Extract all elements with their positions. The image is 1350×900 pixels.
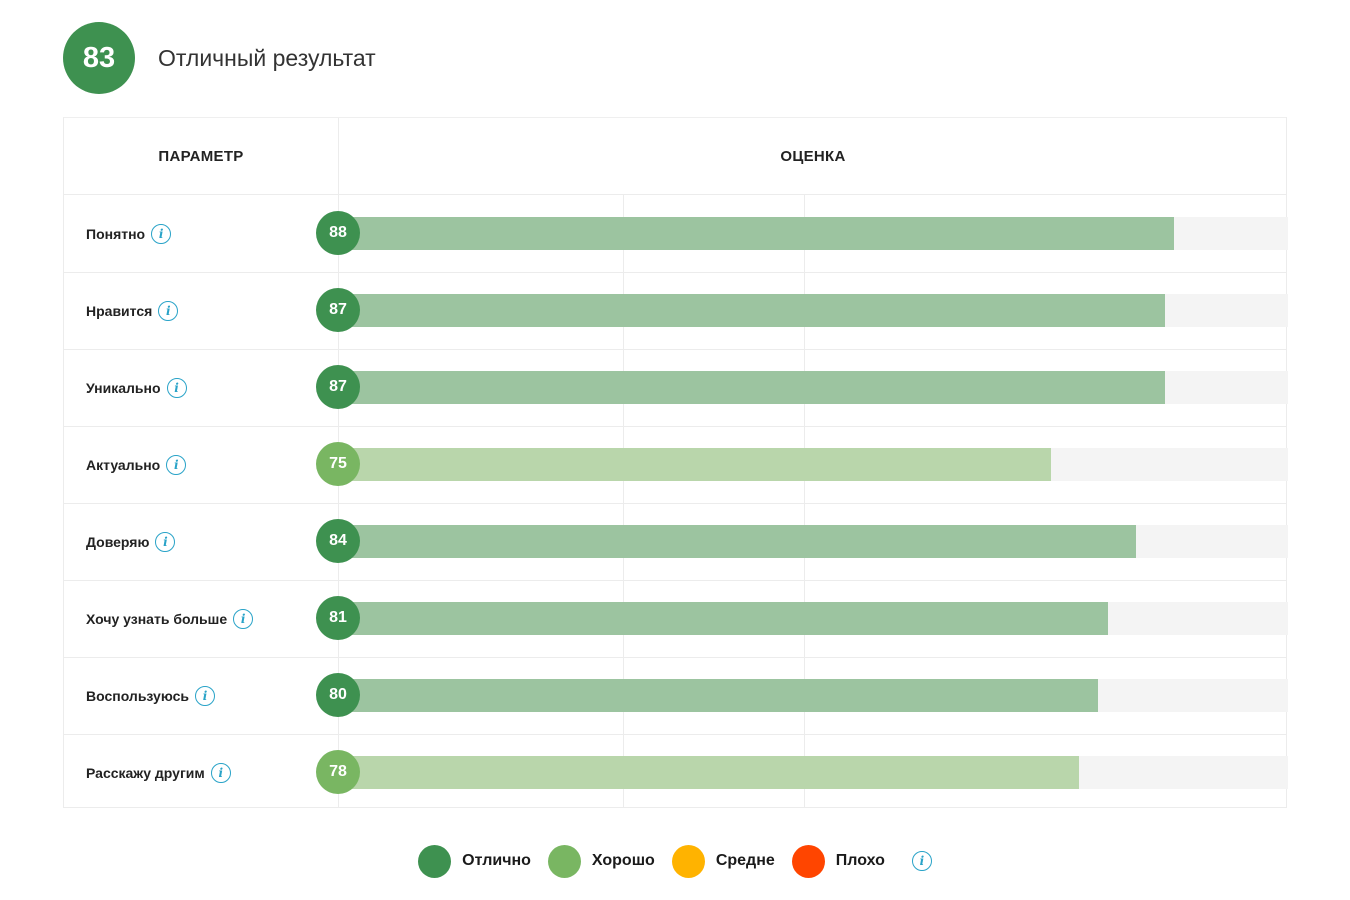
value-badge: 81 — [316, 596, 360, 640]
summary-label: Отличный результат — [158, 44, 376, 71]
row-divider — [64, 503, 1286, 504]
legend-item: Средне — [671, 844, 775, 878]
category-label: Актуально — [86, 456, 161, 473]
table-row: Расскажу другим i 78 — [64, 734, 1288, 811]
bar-track — [338, 371, 1288, 404]
row-divider — [64, 349, 1286, 350]
legend-item: Плохо — [791, 844, 885, 878]
category-label: Воспользуюсь — [86, 687, 189, 704]
grid-line — [623, 194, 624, 807]
category-label: Уникально — [86, 379, 161, 396]
parameter-label: Понятно i — [86, 195, 172, 272]
parameter-label: Расскажу другим i — [86, 734, 231, 811]
value-badge: 75 — [316, 442, 360, 486]
info-icon[interactable]: i — [151, 223, 172, 244]
table-row: Актуально i 75 — [64, 426, 1288, 503]
legend: Отлично Хорошо Средне Плохо i — [0, 844, 1350, 878]
category-label: Хочу узнать больше — [86, 610, 228, 627]
table-row: Нравится i 87 — [64, 272, 1288, 349]
bar-track — [338, 679, 1288, 712]
info-icon[interactable]: i — [158, 300, 179, 321]
legend-label: Средне — [715, 852, 775, 869]
value-badge: 78 — [316, 750, 360, 794]
row-divider — [64, 580, 1286, 581]
info-icon[interactable]: i — [194, 685, 215, 706]
legend-item: Хорошо — [547, 844, 655, 878]
row-divider — [64, 657, 1286, 658]
bar-track — [338, 525, 1288, 558]
bar-track — [338, 294, 1288, 327]
parameter-label: Воспользуюсь i — [86, 657, 215, 734]
category-label: Понятно — [86, 225, 146, 242]
summary-header: 83 Отличный результат — [63, 21, 376, 95]
category-label: Расскажу другим — [86, 764, 205, 781]
legend-label: Хорошо — [591, 852, 655, 869]
value-badge: 87 — [316, 288, 360, 332]
category-label: Нравится — [86, 302, 153, 319]
summary-score-badge: 83 — [63, 22, 135, 94]
legend-swatch — [671, 844, 705, 878]
value-badge: 80 — [316, 673, 360, 717]
row-divider — [64, 272, 1286, 273]
bar-track — [338, 217, 1288, 250]
parameter-label: Нравится i — [86, 272, 179, 349]
bar-track — [338, 448, 1288, 481]
info-icon[interactable]: i — [210, 762, 231, 783]
bar — [338, 371, 1165, 404]
bar — [338, 756, 1079, 789]
param-column-header: ПАРАМЕТР — [158, 147, 244, 165]
bar — [338, 217, 1174, 250]
grid-line — [338, 194, 339, 807]
info-icon[interactable]: i — [166, 454, 187, 475]
parameter-label: Доверяю i — [86, 503, 176, 580]
score-column-header: ОЦЕНКА — [780, 147, 846, 165]
ratings-table: ПАРАМЕТР ОЦЕНКА Понятно i 88 Нравится i 87 Уни… — [63, 117, 1288, 811]
bar — [338, 679, 1098, 712]
row-divider — [64, 734, 1286, 735]
value-badge: 87 — [316, 365, 360, 409]
info-icon[interactable]: i — [166, 377, 187, 398]
legend-label: Плохо — [835, 852, 885, 869]
table-row: Воспользуюсь i 80 — [64, 657, 1288, 734]
row-divider — [64, 426, 1286, 427]
bar — [338, 602, 1108, 635]
info-icon[interactable]: i — [233, 608, 254, 629]
table-row: Уникально i 87 — [64, 349, 1288, 426]
bar-track — [338, 602, 1288, 635]
bar — [338, 525, 1136, 558]
legend-swatch — [791, 844, 825, 878]
legend-item: Отлично — [418, 844, 531, 878]
bar — [338, 448, 1051, 481]
legend-swatch — [418, 844, 452, 878]
value-badge: 88 — [316, 211, 360, 255]
info-icon[interactable]: i — [155, 531, 176, 552]
grid-line — [803, 194, 805, 807]
value-badge: 84 — [316, 519, 360, 563]
bar — [338, 294, 1165, 327]
legend-info-icon[interactable]: i — [911, 851, 932, 871]
legend-label: Отлично — [462, 852, 531, 869]
category-label: Доверяю — [86, 533, 150, 550]
table-row: Доверяю i 84 — [64, 503, 1288, 580]
header-divider — [64, 194, 1286, 195]
table-row: Хочу узнать больше i 81 — [64, 580, 1288, 657]
parameter-label: Актуально i — [86, 426, 187, 503]
parameter-label: Хочу узнать больше i — [86, 580, 254, 657]
bar-track — [338, 756, 1288, 789]
legend-swatch — [547, 844, 581, 878]
table-row: Понятно i 88 — [64, 195, 1288, 272]
parameter-label: Уникально i — [86, 349, 187, 426]
